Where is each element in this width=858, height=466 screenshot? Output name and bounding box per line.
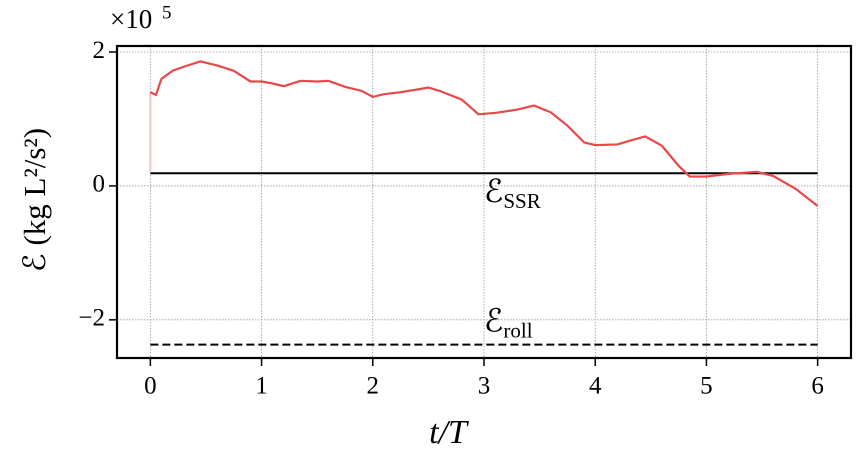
plot-frame	[115, 44, 853, 360]
data-line	[149, 60, 819, 207]
y-axis-label: ℰ (kg L²/s²)	[17, 128, 52, 272]
y-tick-label: −2	[78, 305, 105, 332]
reference-label-symbol: ℰ	[484, 174, 503, 210]
reference-label: ℰroll	[484, 303, 533, 342]
x-tick-label: 6	[811, 373, 824, 400]
reference-label-symbol: ℰ	[484, 303, 503, 339]
x-tick-label: 5	[700, 373, 713, 400]
reference-label: ℰSSR	[484, 174, 541, 213]
reference-label-sub: SSR	[503, 189, 540, 213]
x-tick-label: 4	[589, 373, 602, 400]
x-tick-label: 3	[478, 373, 491, 400]
x-tick-label: 1	[255, 373, 268, 400]
x-axis-label: t/T	[429, 414, 469, 451]
x-tick-label: 2	[367, 373, 380, 400]
reference-label-sub: roll	[503, 318, 532, 342]
x-tick-label: 0	[144, 373, 157, 400]
y-multiplier: ×10	[110, 4, 152, 34]
y-multiplier-exp: 5	[162, 2, 172, 23]
y-tick-label: 2	[93, 37, 106, 64]
y-tick-label: 0	[93, 171, 106, 198]
